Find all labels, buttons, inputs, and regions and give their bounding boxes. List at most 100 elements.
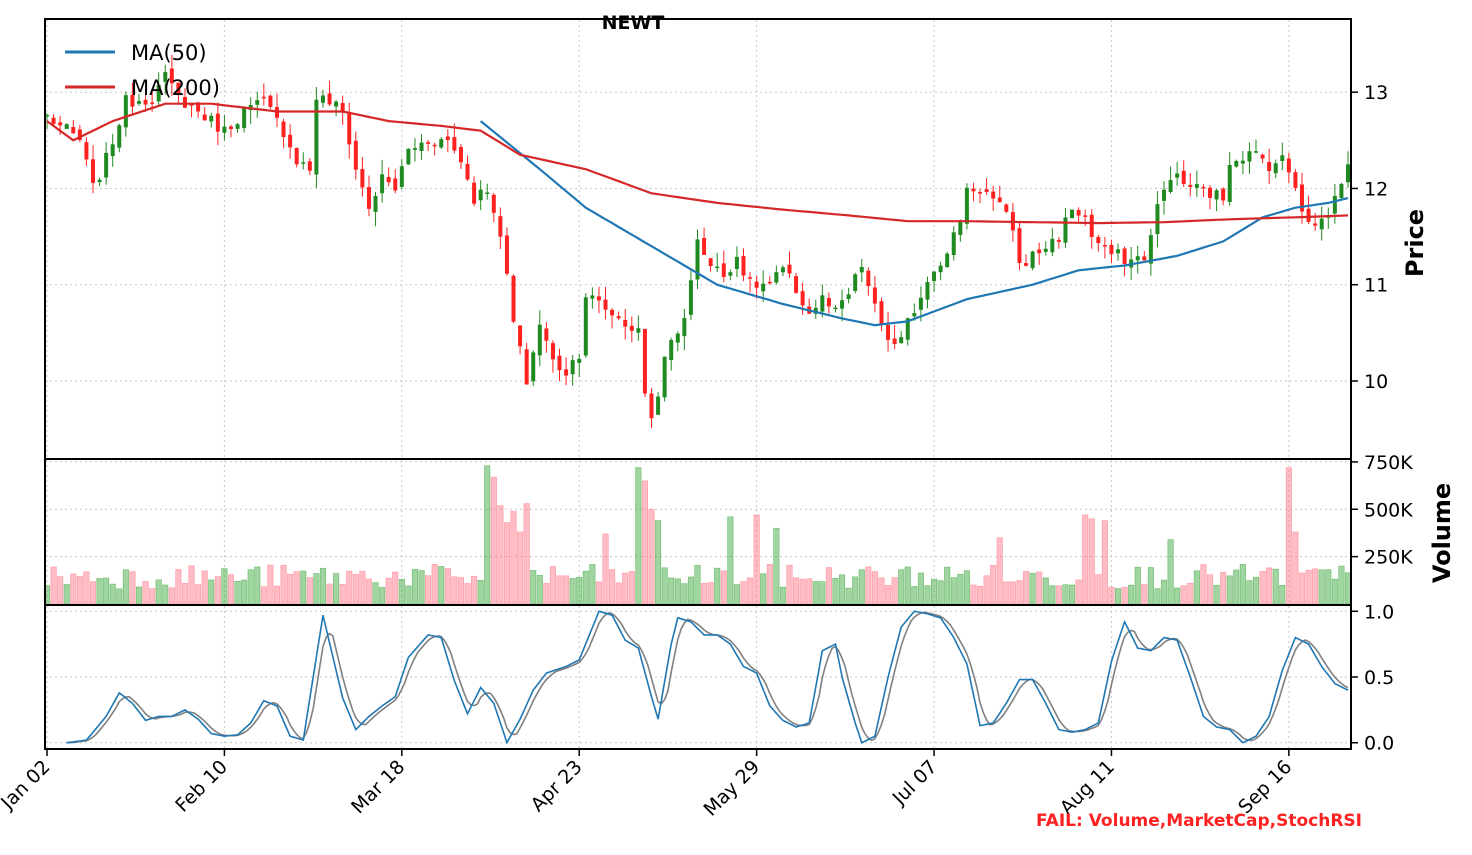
volume-bar xyxy=(76,575,83,605)
candle-body xyxy=(150,102,155,104)
volume-bar xyxy=(1174,587,1181,605)
candle-body xyxy=(583,297,588,356)
volume-bar xyxy=(70,573,77,605)
candle-body xyxy=(439,139,444,148)
volume-bar xyxy=(944,566,951,605)
volume-bar xyxy=(812,581,819,605)
volume-bar xyxy=(852,576,859,605)
candle-body xyxy=(222,126,227,133)
volume-bar xyxy=(1134,566,1141,605)
candle-body xyxy=(1273,163,1278,174)
candle-body xyxy=(445,136,450,140)
candle-body xyxy=(741,255,746,276)
volume-bar xyxy=(247,569,254,605)
candle-body xyxy=(1339,183,1344,198)
candle-body xyxy=(1260,154,1265,159)
candle-body xyxy=(669,339,674,361)
volume-bar xyxy=(1285,467,1292,605)
volume-bar xyxy=(319,567,327,605)
candle-body xyxy=(281,121,286,137)
volume-bar xyxy=(1305,569,1312,605)
volume-bar xyxy=(701,583,708,605)
volume-bar xyxy=(615,582,622,605)
volume-bar xyxy=(858,569,865,605)
volume-bar xyxy=(707,582,714,605)
volume-bar xyxy=(1298,572,1306,605)
candle-body xyxy=(1280,155,1285,162)
candle-body xyxy=(1102,244,1107,247)
candle-body xyxy=(465,163,470,180)
candle-body xyxy=(715,266,720,269)
volume-bar xyxy=(83,571,90,605)
volume-bar xyxy=(641,480,648,605)
price-tick-label: 10 xyxy=(1364,371,1388,393)
candle-body xyxy=(130,94,135,107)
volume-bar xyxy=(1075,579,1082,605)
candle-body xyxy=(564,369,569,376)
volume-bar xyxy=(1167,539,1174,605)
volume-bar xyxy=(635,467,642,605)
volume-bar xyxy=(1180,585,1187,605)
volume-bar xyxy=(287,573,294,605)
volume-bar xyxy=(451,576,458,605)
volume-bar xyxy=(517,531,524,605)
candle-body xyxy=(1201,186,1206,189)
volume-bar xyxy=(1114,588,1122,605)
volume-bar xyxy=(1272,568,1279,605)
candle-body xyxy=(242,108,247,129)
volume-bar xyxy=(1062,584,1069,605)
candle-body xyxy=(64,124,69,129)
candle-body xyxy=(800,291,805,306)
candle-body xyxy=(932,271,937,282)
volume-bar xyxy=(1200,564,1207,605)
x-tick-label: Feb 10 xyxy=(171,756,232,817)
volume-bar xyxy=(1325,569,1332,605)
candlestick-series xyxy=(45,55,1350,429)
candle-body xyxy=(1313,223,1318,226)
stoch-tick-label: 0.5 xyxy=(1364,667,1394,689)
candle-body xyxy=(340,103,345,111)
volume-bar xyxy=(326,583,333,605)
candle-body xyxy=(117,125,122,148)
volume-bar xyxy=(254,566,261,605)
candle-body xyxy=(426,142,431,144)
volume-tick-label: 750K xyxy=(1364,452,1413,474)
candle-body xyxy=(892,338,897,345)
candle-body xyxy=(58,122,63,126)
candle-body xyxy=(1109,244,1114,255)
candle-body xyxy=(498,216,503,237)
fail-annotation: FAIL: Volume,MarketCap,StochRSI xyxy=(1036,811,1362,831)
candle-body xyxy=(97,179,102,183)
candle-body xyxy=(209,115,214,122)
candle-body xyxy=(905,318,910,340)
candle-body xyxy=(268,95,273,107)
stoch-tick-label: 1.0 xyxy=(1364,601,1394,623)
candle-body xyxy=(327,93,332,105)
candle-body xyxy=(754,281,759,288)
volume-bar xyxy=(556,575,563,605)
candle-body xyxy=(1181,170,1186,184)
volume-bar xyxy=(503,522,511,605)
candle-body xyxy=(1247,151,1252,162)
candle-body xyxy=(1293,172,1298,188)
candle-body xyxy=(386,176,391,183)
volume-bar xyxy=(497,505,504,605)
volume-bar xyxy=(444,568,451,605)
volume-bar xyxy=(116,588,123,605)
volume-bar xyxy=(950,577,957,605)
y-axis-ticks: 10 11 12 13 250K 500K 750K 0.0 0.5 1.0 xyxy=(1351,82,1413,755)
volume-bar xyxy=(168,587,175,605)
candle-body xyxy=(951,232,956,256)
volume-bar xyxy=(760,573,767,605)
candle-body xyxy=(1214,190,1219,200)
volume-bar xyxy=(878,577,885,605)
candle-body xyxy=(1122,248,1127,264)
candle-body xyxy=(419,142,424,151)
candle-body xyxy=(826,297,831,307)
volume-bar xyxy=(799,578,806,605)
x-tick-label: May 29 xyxy=(699,756,764,821)
volume-bar xyxy=(1226,575,1233,605)
x-tick-label: Jan 02 xyxy=(0,756,55,814)
volume-bar xyxy=(1055,585,1062,605)
volume-bar xyxy=(162,584,169,605)
